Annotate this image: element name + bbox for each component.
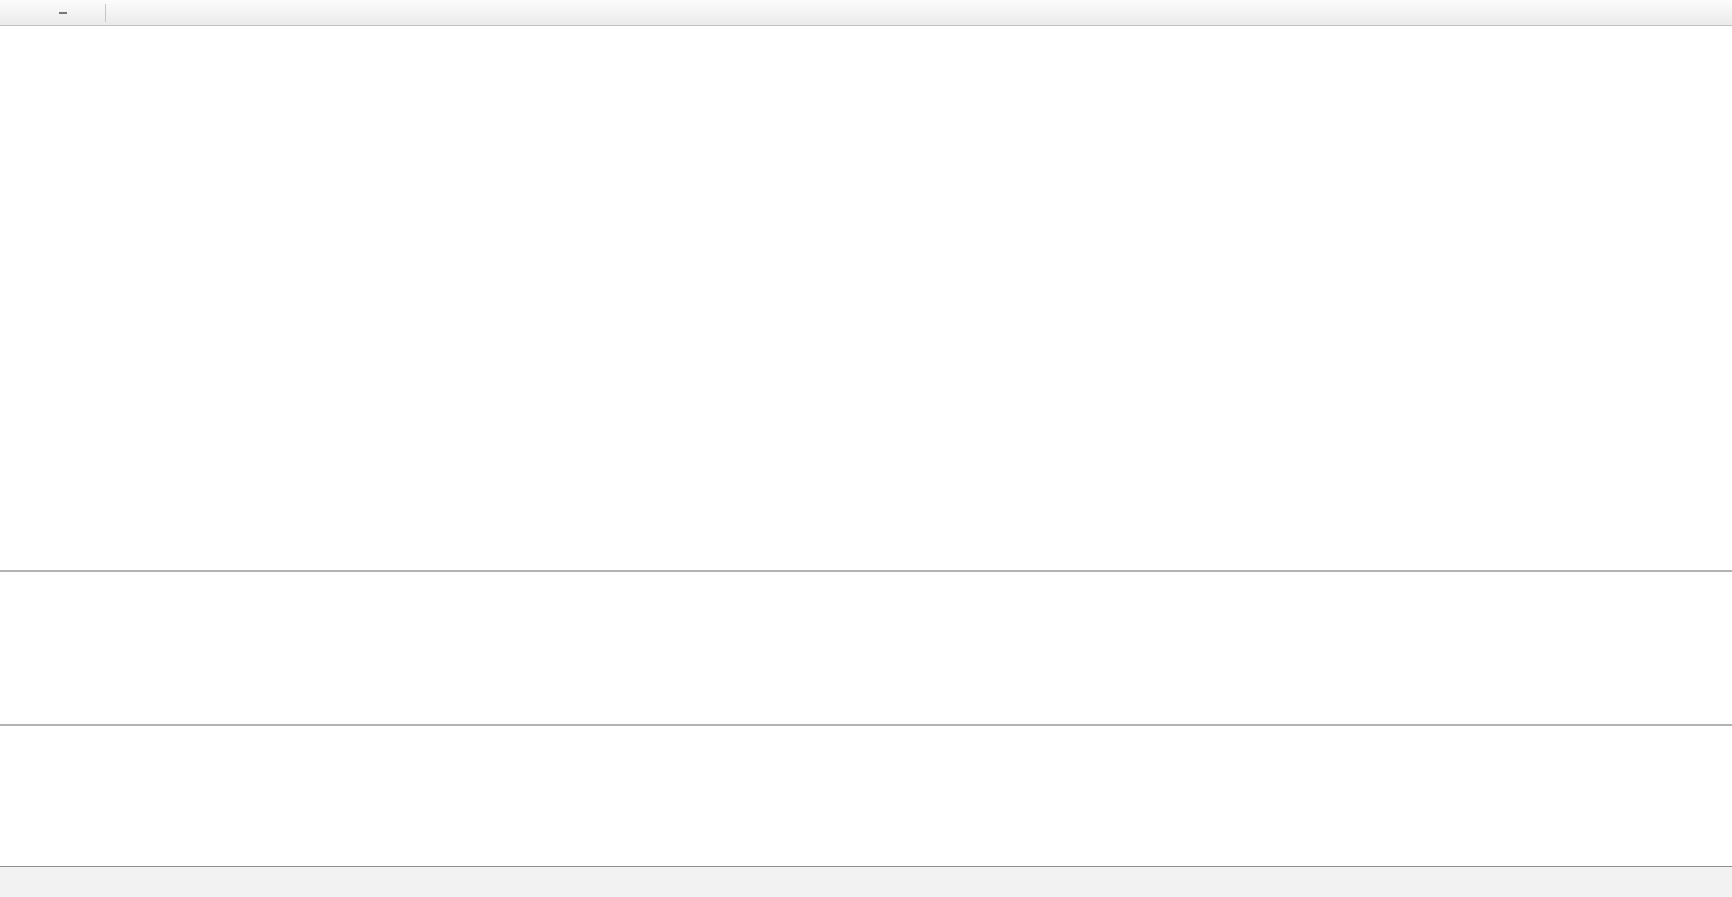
macd-indicator-panel[interactable]	[0, 570, 1732, 724]
rsi-plot[interactable]	[0, 726, 1732, 866]
price-chart-panel[interactable]	[0, 26, 1732, 570]
time-axis[interactable]	[0, 866, 1732, 897]
rsi-header	[6, 729, 14, 741]
text-tool-icon[interactable]	[52, 3, 74, 23]
chart-header	[6, 29, 17, 41]
toolbar-separator	[105, 3, 106, 22]
rsi-indicator-panel[interactable]	[0, 724, 1732, 866]
percent-tool-icon[interactable]	[76, 3, 98, 23]
macd-header	[6, 575, 18, 587]
toolbar	[0, 0, 1732, 26]
macd-plot[interactable]	[0, 572, 1732, 724]
chart-grid-icon[interactable]	[4, 3, 26, 23]
text-tool-glyph	[59, 11, 67, 14]
annotate-letter-icon[interactable]	[28, 3, 50, 23]
price-plot[interactable]	[0, 26, 1732, 570]
